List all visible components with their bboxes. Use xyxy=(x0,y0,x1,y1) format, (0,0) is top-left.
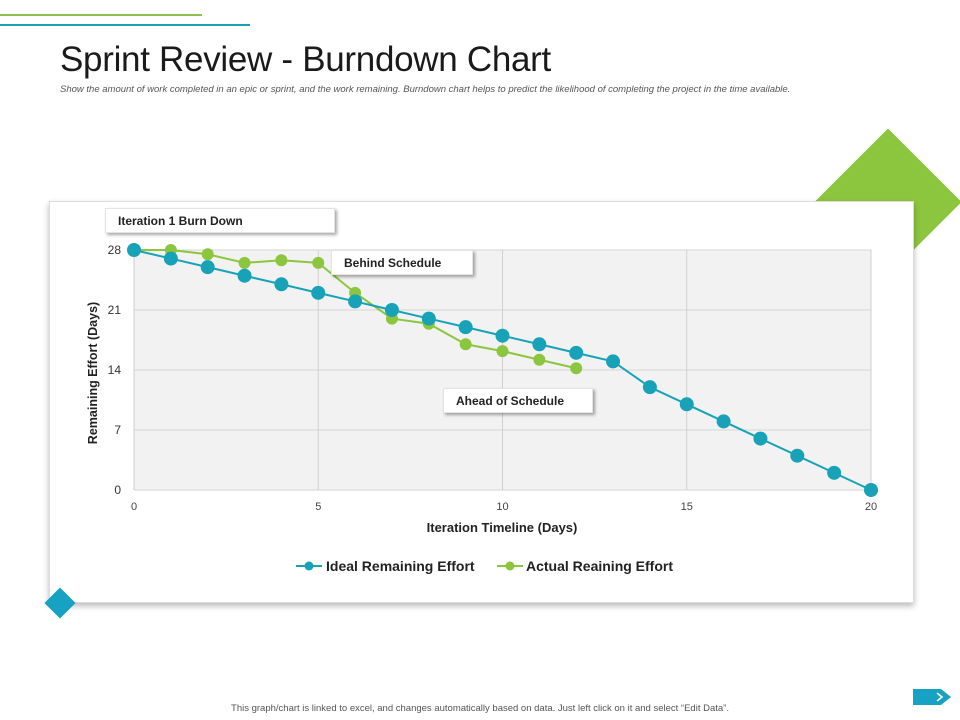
data-point xyxy=(275,254,288,267)
data-point xyxy=(459,338,472,351)
page-subtitle: Show the amount of work completed in an … xyxy=(60,84,791,95)
legend-label: Actual Reaining Effort xyxy=(526,558,673,574)
data-point xyxy=(201,248,214,261)
x-tick-label: 5 xyxy=(315,501,321,513)
data-point xyxy=(495,328,510,343)
data-point xyxy=(569,345,584,360)
footer-note: This graph/chart is linked to excel, and… xyxy=(231,703,729,714)
x-tick-label: 0 xyxy=(131,501,137,513)
data-point xyxy=(238,256,251,269)
data-point xyxy=(753,431,768,446)
data-point xyxy=(312,256,325,269)
data-point xyxy=(679,397,694,412)
data-point xyxy=(827,465,842,480)
top-accent-line-teal xyxy=(0,24,250,26)
data-point xyxy=(384,303,399,317)
x-tick-label: 20 xyxy=(865,501,877,513)
y-tick-label: 7 xyxy=(114,423,121,437)
data-point xyxy=(348,294,363,309)
data-point xyxy=(864,483,878,497)
data-point xyxy=(790,448,805,463)
data-point xyxy=(127,243,141,257)
data-point xyxy=(163,251,178,266)
data-point xyxy=(642,380,657,395)
annotation-ahead-of-schedule: Ahead of Schedule xyxy=(443,388,593,413)
page-title: Sprint Review - Burndown Chart xyxy=(60,40,551,79)
chevron-right-arrow-icon[interactable] xyxy=(913,689,953,705)
annotation-iteration-burn-down: Iteration 1 Burn Down xyxy=(105,208,335,233)
data-point xyxy=(458,320,473,335)
y-axis-title: Remaining Effort (Days) xyxy=(86,302,100,444)
data-point xyxy=(533,353,546,366)
y-tick-label: 14 xyxy=(108,363,122,377)
y-tick-label: 0 xyxy=(114,483,121,497)
data-point xyxy=(237,268,252,283)
x-tick-label: 15 xyxy=(681,501,693,513)
data-point xyxy=(532,337,547,352)
data-point xyxy=(421,311,436,326)
data-point xyxy=(606,354,621,369)
data-point xyxy=(200,260,215,275)
x-axis-title: Iteration Timeline (Days) xyxy=(427,520,578,535)
data-point xyxy=(496,345,509,358)
y-tick-label: 28 xyxy=(108,243,122,257)
legend-swatch-marker xyxy=(304,561,314,571)
data-point xyxy=(716,414,731,429)
data-point xyxy=(274,277,289,292)
data-point xyxy=(570,362,583,375)
y-tick-label: 21 xyxy=(108,303,122,317)
top-accent-line-green xyxy=(0,14,202,16)
annotation-behind-schedule: Behind Schedule xyxy=(331,250,473,275)
legend-label: Ideal Remaining Effort xyxy=(326,558,475,574)
legend-swatch-marker xyxy=(505,561,515,571)
data-point xyxy=(311,285,326,300)
x-tick-label: 10 xyxy=(496,501,508,513)
